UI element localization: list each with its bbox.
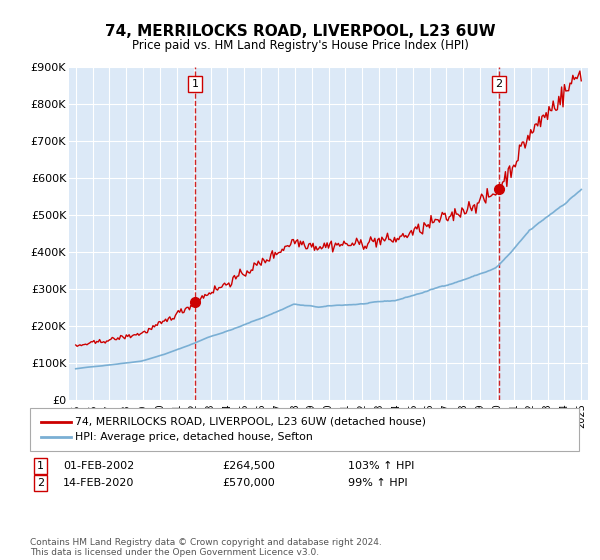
Text: Contains HM Land Registry data © Crown copyright and database right 2024.
This d: Contains HM Land Registry data © Crown c… <box>30 538 382 557</box>
Text: 74, MERRILOCKS ROAD, LIVERPOOL, L23 6UW (detached house): 74, MERRILOCKS ROAD, LIVERPOOL, L23 6UW … <box>75 417 426 427</box>
Text: 2: 2 <box>496 79 503 89</box>
Text: 1: 1 <box>37 461 44 471</box>
Text: 99% ↑ HPI: 99% ↑ HPI <box>348 478 407 488</box>
Text: £264,500: £264,500 <box>222 461 275 471</box>
Text: Price paid vs. HM Land Registry's House Price Index (HPI): Price paid vs. HM Land Registry's House … <box>131 39 469 52</box>
Text: 14-FEB-2020: 14-FEB-2020 <box>63 478 134 488</box>
Text: 103% ↑ HPI: 103% ↑ HPI <box>348 461 415 471</box>
Text: 2: 2 <box>37 478 44 488</box>
Text: 1: 1 <box>191 79 199 89</box>
Text: 74, MERRILOCKS ROAD, LIVERPOOL, L23 6UW: 74, MERRILOCKS ROAD, LIVERPOOL, L23 6UW <box>104 24 496 39</box>
Text: £570,000: £570,000 <box>222 478 275 488</box>
Text: 01-FEB-2002: 01-FEB-2002 <box>63 461 134 471</box>
Text: HPI: Average price, detached house, Sefton: HPI: Average price, detached house, Seft… <box>75 432 313 442</box>
